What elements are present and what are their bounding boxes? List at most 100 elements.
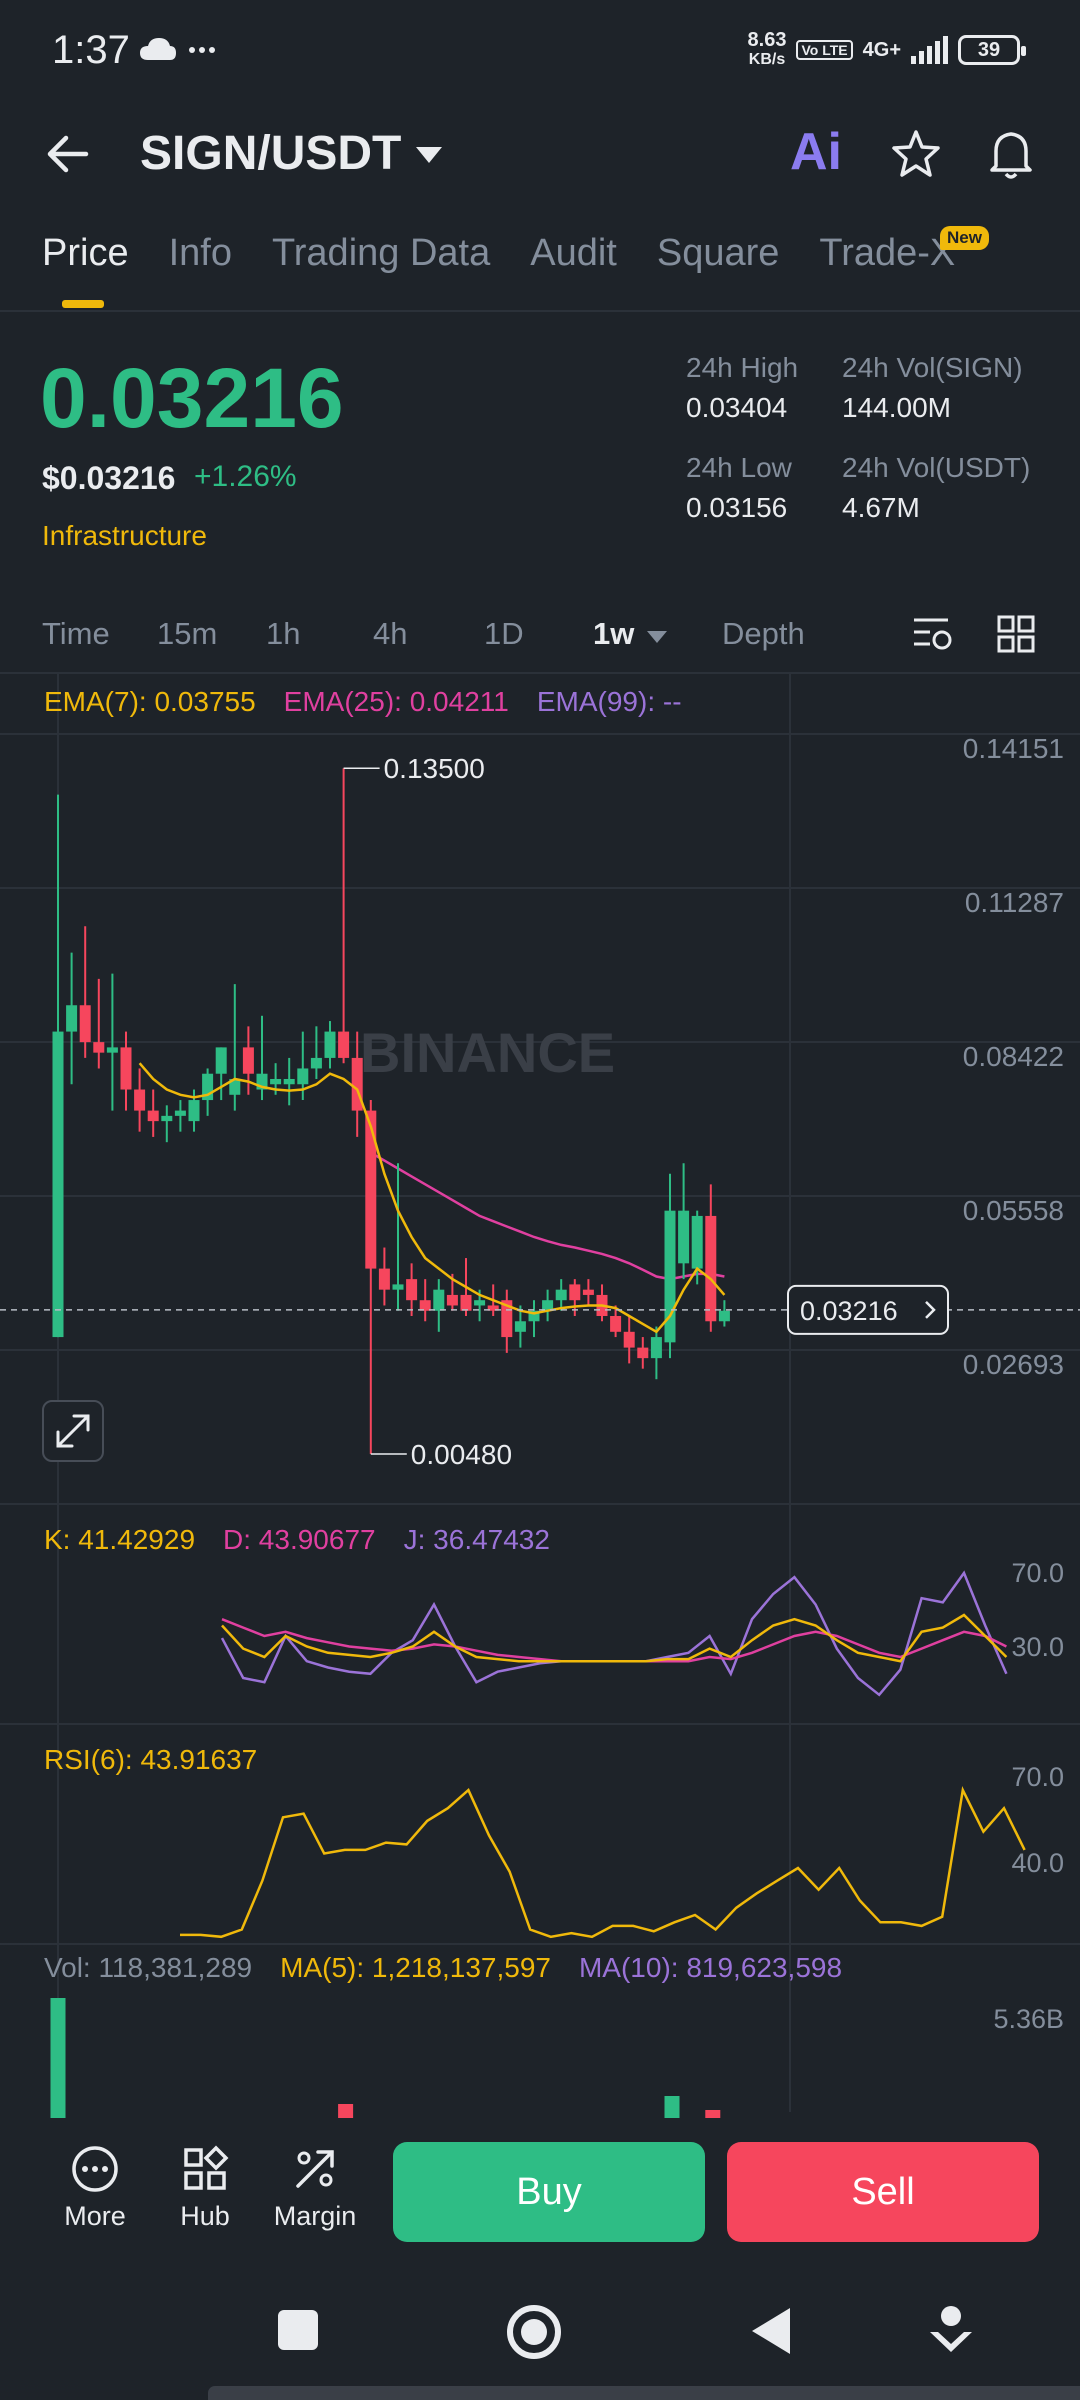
volume-bar [705, 2110, 721, 2118]
star-icon[interactable] [890, 128, 942, 180]
price-chart[interactable]: BINANCE 0.14151 0.11287 0.08422 0.05558 0.02… [0, 672, 1080, 2118]
chart-annotations: 0.13500 0.00480 0.03216 [0, 753, 1080, 1470]
high-label: 24h High [686, 352, 799, 383]
chart-grid [0, 672, 1080, 2112]
candle-body [678, 1210, 690, 1264]
buy-button[interactable]: Buy [393, 2142, 705, 2242]
kdj-axis-label: 30.0 [1011, 1632, 1064, 1662]
j-label: J: 36.47432 [403, 1524, 550, 1555]
ema-legend: EMA(7): 0.03755 EMA(25): 0.04211 EMA(99)… [44, 686, 682, 718]
candle-body [474, 1300, 486, 1306]
gesture-bar [208, 2386, 1080, 2400]
hub-icon [184, 2145, 229, 2190]
tab-info[interactable]: Info [168, 232, 232, 274]
pair-title[interactable]: SIGN/USDT [140, 127, 402, 180]
grid-layout-icon[interactable] [996, 614, 1036, 654]
last-price: 0.03216 [40, 351, 344, 445]
tab-trade-x[interactable]: Trade-X [819, 232, 956, 274]
candle-body [79, 1005, 91, 1043]
candle-body [66, 1005, 78, 1032]
candle-body [93, 1042, 105, 1053]
kdj-chart: 70.0 30.0 [220, 1558, 1064, 1697]
expand-chart-button[interactable] [42, 1400, 104, 1462]
margin-button[interactable]: Margin [260, 2144, 370, 2232]
tab-price[interactable]: Price [42, 232, 129, 274]
candle-body [406, 1279, 418, 1301]
vol-sign-value: 144.00M [842, 392, 951, 423]
interval-15m[interactable]: 15m [157, 616, 218, 651]
low-label: 24h Low [686, 452, 792, 483]
candle-body [365, 1110, 377, 1269]
hub-button[interactable]: Hub [150, 2144, 260, 2232]
volume-chart: 5.36B [50, 1998, 1064, 2118]
low-value: 0.03156 [686, 492, 788, 523]
caret-down-icon[interactable] [414, 145, 444, 165]
price-axis-label: 0.02693 [963, 1349, 1064, 1380]
sell-button[interactable]: Sell [727, 2142, 1039, 2242]
candle-body [637, 1347, 649, 1359]
active-tab-indicator [62, 300, 104, 308]
home-icon[interactable] [504, 2302, 564, 2362]
recents-icon[interactable] [276, 2308, 320, 2352]
tab-trading-data[interactable]: Trading Data [271, 232, 491, 274]
ma10-label: MA(10): 819,623,598 [578, 1952, 843, 1983]
interval-1h[interactable]: 1h [266, 616, 301, 651]
chart-watermark: BINANCE [360, 1021, 615, 1084]
kdj-legend: K: 41.42929 D: 43.90677 J: 36.47432 [44, 1524, 550, 1556]
cloud-icon [140, 38, 215, 60]
ema7-path [138, 1062, 726, 1334]
candle-body [650, 1337, 662, 1359]
candle-body [569, 1284, 581, 1301]
interval-caret-icon[interactable] [646, 630, 668, 644]
rsi-line [180, 1786, 1026, 1939]
signal-icon [911, 36, 948, 64]
back-arrow-icon[interactable] [44, 130, 92, 178]
vol-sign-label: 24h Vol(SIGN) [842, 352, 1023, 383]
candle-body [705, 1215, 717, 1322]
candle-body [487, 1305, 499, 1311]
volume-bar [50, 1998, 66, 2118]
price-change: +1.26% [194, 460, 297, 493]
bell-icon[interactable] [986, 126, 1036, 182]
interval-time[interactable]: Time [42, 616, 110, 651]
category-tag[interactable]: Infrastructure [42, 520, 207, 551]
tabs-divider [0, 310, 1080, 312]
interval-4h[interactable]: 4h [373, 616, 408, 651]
candle-body [229, 1078, 241, 1095]
expand-icon [56, 1414, 90, 1448]
tab-audit[interactable]: Audit [530, 232, 617, 274]
ai-button[interactable]: Ai [790, 123, 842, 181]
rsi-axis-label: 40.0 [1011, 1848, 1064, 1878]
interval-bar: Time 15m 1h 4h 1D 1w Depth [0, 610, 1080, 660]
chart-settings-icon[interactable] [910, 614, 954, 654]
candle-body [378, 1268, 390, 1290]
volume-legend: Vol: 118,381,289 MA(5): 1,218,137,597 MA… [44, 1952, 842, 1984]
interval-1d[interactable]: 1D [484, 616, 524, 651]
assistant-icon[interactable] [926, 2302, 976, 2358]
candles [52, 768, 730, 1454]
interval-depth[interactable]: Depth [722, 616, 805, 651]
candle-body [514, 1321, 526, 1332]
rsi-chart: 70.0 40.0 [180, 1762, 1064, 1939]
interval-1w[interactable]: 1w [593, 616, 635, 651]
candle-body [351, 1057, 363, 1111]
volte-badge: Vo LTE [796, 40, 853, 60]
ema99-label: EMA(99): -- [536, 686, 682, 717]
candle-body [283, 1078, 295, 1085]
vol-label: Vol: 118,381,289 [44, 1952, 253, 1983]
candle-body [392, 1284, 404, 1290]
more-button[interactable]: More [40, 2144, 150, 2232]
back-icon[interactable] [748, 2304, 794, 2358]
new-badge: New [940, 226, 989, 250]
tab-square[interactable]: Square [656, 232, 780, 274]
price-axis-label: 0.11287 [965, 887, 1064, 918]
ema7-label: EMA(7): 0.03755 [44, 686, 256, 717]
candle-body [419, 1300, 431, 1311]
candle-body [297, 1068, 309, 1085]
network-speed: 8.63 KB/s [747, 29, 787, 68]
candle-body [610, 1316, 622, 1332]
hub-label: Hub [180, 2201, 230, 2231]
price-axis-label: 0.05558 [963, 1195, 1064, 1226]
current-price-box [787, 1284, 949, 1335]
candle-body [120, 1047, 132, 1090]
